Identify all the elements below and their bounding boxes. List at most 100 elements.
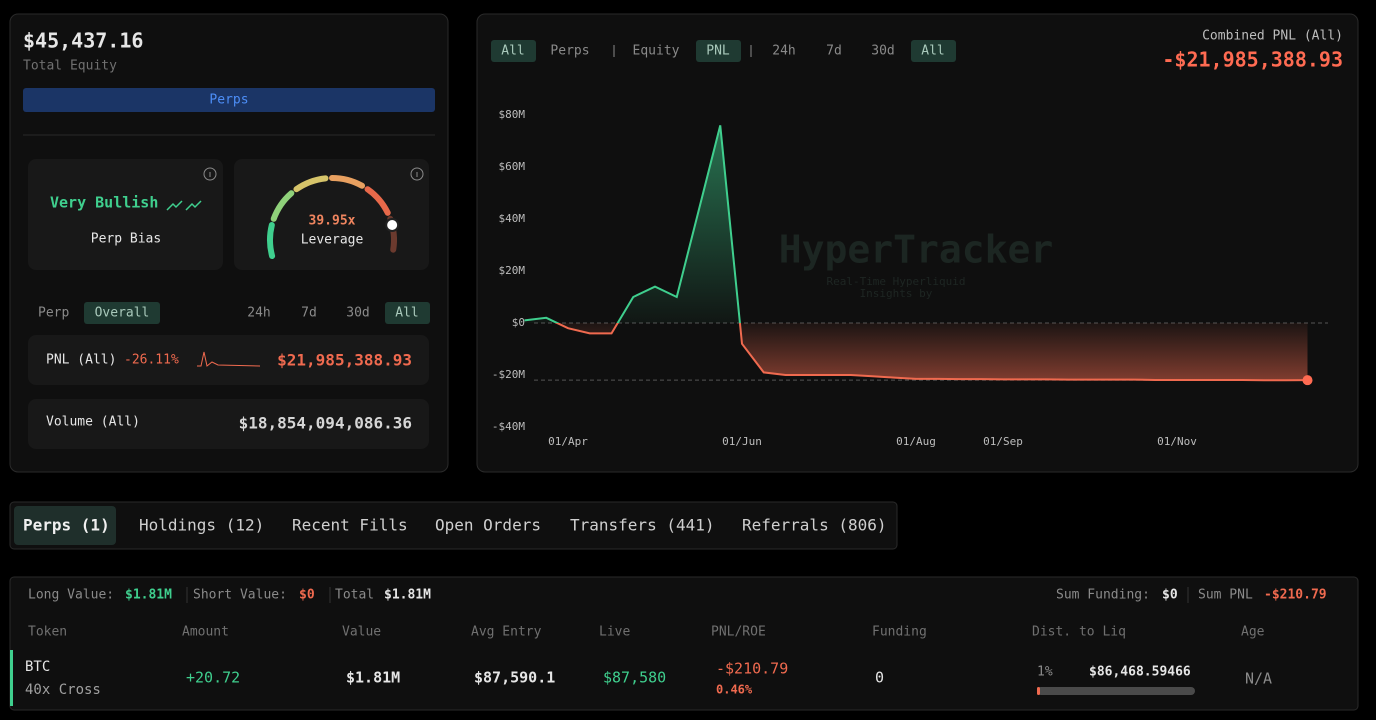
volume-label: Volume (All) (46, 415, 140, 430)
positions-card (9, 576, 1359, 711)
bias-card (28, 159, 223, 270)
gauge-segment (329, 175, 366, 189)
avg-entry: $87,590.1 (474, 669, 555, 687)
liq-bar (1037, 687, 1195, 695)
chip (84, 302, 160, 324)
y-tick-label: $80M (499, 108, 526, 121)
summary-value: $1.81M (384, 588, 431, 603)
summary-value: -$210.79 (1264, 588, 1327, 603)
leverage-card (234, 159, 429, 270)
watermark-sub: Real-Time Hyperliquid (826, 275, 965, 288)
column-header: PNL/ROE (711, 625, 766, 640)
chart-control: 7d (826, 44, 842, 59)
watermark-sub: Insights by (860, 287, 933, 300)
tab[interactable]: Recent Fills (292, 516, 408, 535)
chart-control: 24h (772, 44, 795, 59)
last-point (1302, 375, 1313, 386)
tab-active (14, 506, 116, 545)
x-tick-label: 01/Sep (983, 435, 1023, 448)
filter: Perp (38, 306, 69, 321)
tab-bar (9, 501, 898, 550)
x-tick-label: 01/Nov (1157, 435, 1197, 448)
chip (911, 40, 956, 62)
summary-label: Long Value: (28, 588, 114, 603)
chart-total: -$21,985,388.93 (1162, 48, 1343, 72)
range-filter: 7d (301, 306, 317, 321)
liq-price: $86,468.59466 (1089, 665, 1191, 680)
info-icon (203, 167, 217, 181)
y-tick-label: $20M (499, 264, 526, 277)
age: N/A (1245, 670, 1272, 688)
column-header: Avg Entry (471, 625, 542, 640)
tab[interactable]: Holdings (12) (139, 516, 264, 535)
liq-pct: 1% (1037, 665, 1053, 680)
column-header: Amount (182, 625, 229, 640)
range-filter: 30d (346, 306, 369, 321)
y-tick-label: -$20M (492, 368, 525, 381)
leverage-value: 39.95x (309, 214, 356, 229)
chip (696, 40, 741, 62)
gauge-segment (293, 175, 329, 193)
y-tick-label: -$40M (492, 420, 525, 433)
pnl-label: PNL (All) (46, 353, 116, 368)
summary-label: Sum Funding: (1056, 588, 1150, 603)
roe: 0.46% (716, 683, 753, 697)
liq-bar-fill (1037, 687, 1040, 695)
pnl-value: $21,985,388.93 (277, 351, 412, 370)
token: BTC (25, 659, 50, 675)
row-accent (10, 650, 13, 706)
chart-control: 30d (871, 44, 894, 59)
range-filter: All (395, 306, 418, 321)
funding: 0 (875, 669, 884, 687)
bias-label: Perp Bias (91, 232, 161, 247)
column-header: Token (28, 625, 67, 640)
column-header: Funding (872, 625, 927, 640)
live: $87,580 (603, 669, 666, 687)
equity-label: Total Equity (23, 59, 117, 74)
summary-label: Total (335, 588, 374, 603)
y-tick-label: $40M (499, 212, 526, 225)
column-header: Live (599, 625, 630, 640)
range-filter: 24h (247, 306, 270, 321)
total-equity: $45,437.16 (23, 29, 143, 53)
tab[interactable]: Perps (1) (23, 516, 110, 535)
chart-control: Equity (633, 44, 680, 59)
y-tick-label: $0 (512, 316, 525, 329)
tab[interactable]: Transfers (441) (570, 516, 715, 535)
pnl-area (524, 125, 1308, 381)
summary-value: $0 (1162, 588, 1178, 603)
summary-value: $1.81M (125, 588, 172, 603)
chart-title: Combined PNL (All) (1202, 29, 1343, 44)
watermark: HyperTracker (779, 228, 1054, 272)
pnl-line (524, 125, 1308, 382)
chart-control: PNL (706, 44, 730, 59)
mode-bar (23, 88, 435, 112)
volume-row (28, 399, 429, 449)
chip (385, 302, 430, 324)
chip (491, 40, 536, 62)
value: $1.81M (346, 669, 400, 687)
leverage-label: Leverage (301, 233, 364, 248)
summary-value: $0 (299, 588, 315, 603)
chart-control: All (921, 44, 944, 59)
filter: Overall (95, 306, 150, 321)
gauge-segment (364, 186, 391, 216)
pnl: -$210.79 (716, 660, 788, 678)
gauge-knob (385, 218, 400, 233)
pnl-change: -26.11% (124, 353, 179, 368)
trend-icon (166, 200, 202, 211)
chart-control: All (501, 44, 524, 59)
x-tick-label: 01/Apr (548, 435, 588, 448)
summary-label: Sum PNL (1198, 588, 1253, 603)
x-tick-label: 01/Jun (722, 435, 762, 448)
amount: +20.72 (186, 669, 240, 687)
column-header: Dist. to Liq (1032, 625, 1126, 640)
summary-label: Short Value: (193, 588, 287, 603)
y-tick-label: $60M (499, 160, 526, 173)
volume-value: $18,854,094,086.36 (239, 414, 412, 433)
info-icon (410, 167, 424, 181)
tab[interactable]: Referrals (806) (742, 516, 887, 535)
sparkline (197, 351, 261, 367)
tab[interactable]: Open Orders (435, 516, 541, 535)
